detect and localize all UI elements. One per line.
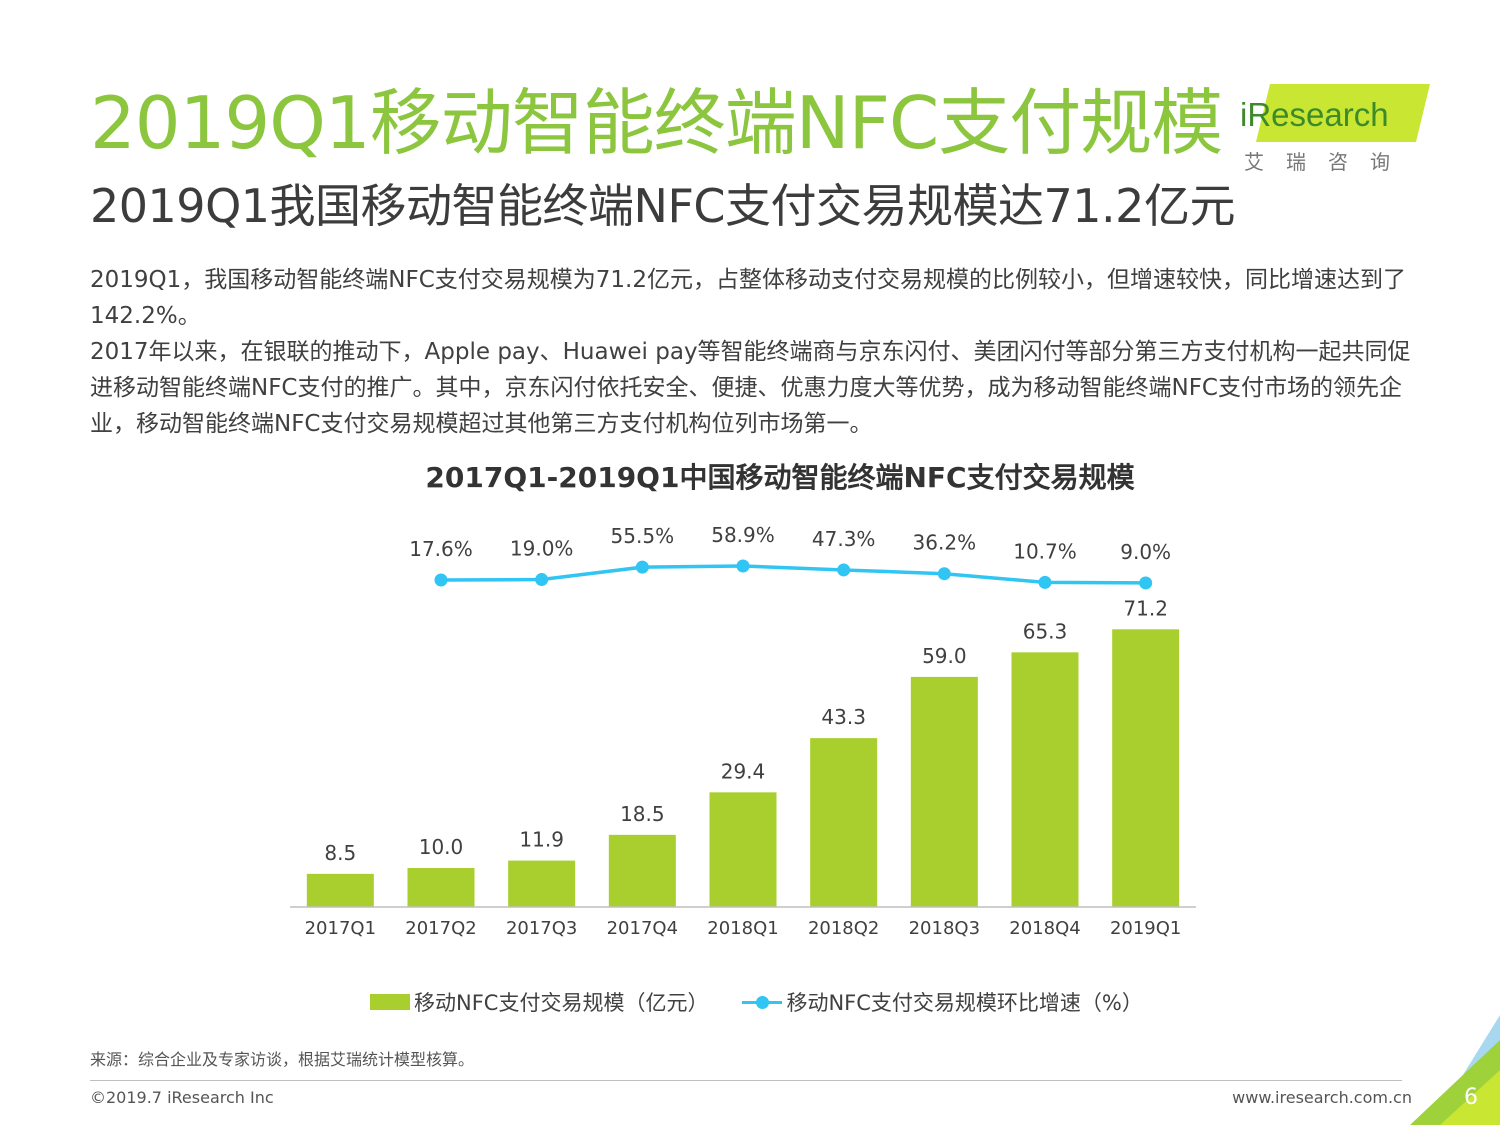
growth-point-2018Q3 [937, 567, 951, 581]
logo-shape-icon [1256, 84, 1430, 142]
x-tick-2019Q1: 2019Q1 [1110, 918, 1181, 939]
bar-labels: 8.5 10.0 11.9 18.5 29.4 43.3 59.0 65.3 71.2 [324, 596, 1168, 865]
bar-2018Q2 [810, 738, 878, 907]
growth-point-2017Q2 [434, 573, 448, 587]
growth-line-series [434, 559, 1153, 590]
legend-line-swatch [742, 994, 783, 1010]
bar-series [306, 629, 1180, 907]
bar-2018Q3 [910, 676, 978, 907]
page-title: 2019Q1移动智能终端NFC支付规模 [90, 81, 1223, 165]
body-paragraph-2: 2017年以来，在银联的推动下，Apple pay、Huawei pay等智能终… [90, 339, 1411, 437]
x-tick-2017Q2: 2017Q2 [405, 918, 476, 939]
logo-cn-text: 艾瑞咨询 [1244, 150, 1412, 174]
bar-label-2017Q4: 18.5 [620, 802, 665, 826]
copyright: ©2019.7 iResearch Inc [90, 1088, 274, 1107]
growth-label-2018Q1: 58.9% [711, 523, 775, 547]
chart-legend: 移动NFC支付交易规模（亿元） 移动NFC支付交易规模环比增速（%） [370, 985, 1177, 1019]
x-tick-2018Q2: 2018Q2 [808, 918, 879, 939]
legend-item-line: 移动NFC支付交易规模环比增速（%） [742, 987, 1143, 1017]
growth-labels: 17.6% 19.0% 55.5% 58.9% 47.3% 36.2% 10.7% 9.0% [409, 523, 1171, 564]
x-tick-2017Q4: 2017Q4 [607, 918, 678, 939]
bar-label-2019Q1: 71.2 [1123, 596, 1168, 620]
page-number: 6 [1464, 1085, 1478, 1110]
legend-bar-label: 移动NFC支付交易规模（亿元） [414, 991, 709, 1015]
x-tick-2018Q4: 2018Q4 [1009, 918, 1080, 939]
page-subtitle: 2019Q1我国移动智能终端NFC支付交易规模达71.2亿元 [90, 179, 1235, 233]
corner-decoration-icon [1410, 1015, 1500, 1125]
chart-title: 2017Q1-2019Q1中国移动智能终端NFC支付交易规模 [425, 461, 1135, 494]
source-note: 来源：综合企业及专家访谈，根据艾瑞统计模型核算。 [90, 1050, 475, 1069]
bar-label-2018Q4: 65.3 [1023, 619, 1068, 643]
bar-2018Q4 [1011, 652, 1079, 907]
website-link[interactable]: www.iresearch.com.cn [1232, 1088, 1412, 1107]
growth-point-2018Q4 [1038, 575, 1052, 589]
bar-2017Q4 [608, 834, 676, 907]
growth-line-path [440, 564, 1146, 585]
bar-label-2017Q3: 11.9 [519, 828, 564, 852]
growth-point-2017Q4 [635, 560, 649, 574]
logo-text: iResearch [1240, 96, 1389, 133]
x-tick-labels: 2017Q1 2017Q2 2017Q3 2017Q4 2018Q1 2018Q2 2018… [305, 918, 1182, 939]
growth-point-2018Q1 [736, 559, 750, 573]
nfc-payment-chart: 8.5 10.0 11.9 18.5 29.4 43.3 59.0 65.3 71.2 2017… [290, 523, 1196, 939]
bar-2017Q2 [407, 868, 475, 907]
bar-2017Q1 [306, 873, 374, 907]
x-tick-2018Q1: 2018Q1 [707, 918, 778, 939]
growth-label-2017Q2: 17.6% [409, 537, 473, 561]
x-tick-2018Q3: 2018Q3 [909, 918, 980, 939]
bar-label-2017Q1: 8.5 [324, 841, 356, 865]
body-paragraph-1: 2019Q1，我国移动智能终端NFC支付交易规模为71.2亿元，占整体移动支付交… [90, 267, 1406, 329]
bar-2017Q3 [508, 860, 576, 907]
legend-bar-swatch [370, 994, 410, 1010]
bar-label-2018Q3: 59.0 [922, 644, 967, 668]
growth-label-2019Q1: 9.0% [1120, 540, 1171, 564]
x-tick-2017Q3: 2017Q3 [506, 918, 577, 939]
bar-label-2017Q2: 10.0 [419, 835, 464, 859]
growth-label-2017Q3: 19.0% [510, 537, 574, 561]
legend-item-bar: 移动NFC支付交易规模（亿元） [370, 987, 708, 1017]
bar-2018Q1 [709, 792, 777, 907]
body-text: 2019Q1，我国移动智能终端NFC支付交易规模为71.2亿元，占整体移动支付交… [90, 262, 1420, 442]
growth-point-2017Q3 [535, 573, 549, 587]
growth-label-2018Q3: 36.2% [913, 531, 977, 555]
x-tick-2017Q1: 2017Q1 [305, 918, 376, 939]
bar-2019Q1 [1112, 629, 1180, 907]
legend-line-label: 移动NFC支付交易规模环比增速（%） [786, 991, 1143, 1015]
iresearch-logo: iResearch 艾瑞咨询 [1240, 82, 1430, 177]
bar-label-2018Q2: 43.3 [821, 705, 866, 729]
growth-point-2018Q2 [837, 563, 851, 577]
growth-point-2019Q1 [1139, 576, 1153, 590]
footer-divider [90, 1080, 1402, 1081]
growth-label-2018Q4: 10.7% [1013, 539, 1077, 563]
growth-label-2017Q4: 55.5% [611, 524, 675, 548]
growth-label-2018Q2: 47.3% [812, 527, 876, 551]
bar-label-2018Q1: 29.4 [721, 759, 766, 783]
